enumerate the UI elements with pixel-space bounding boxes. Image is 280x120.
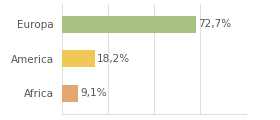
Text: 18,2%: 18,2% — [97, 54, 130, 64]
Bar — [62, 50, 95, 67]
Text: 9,1%: 9,1% — [80, 88, 107, 98]
Text: 72,7%: 72,7% — [198, 19, 231, 29]
Bar — [62, 16, 196, 33]
Bar — [62, 85, 78, 102]
